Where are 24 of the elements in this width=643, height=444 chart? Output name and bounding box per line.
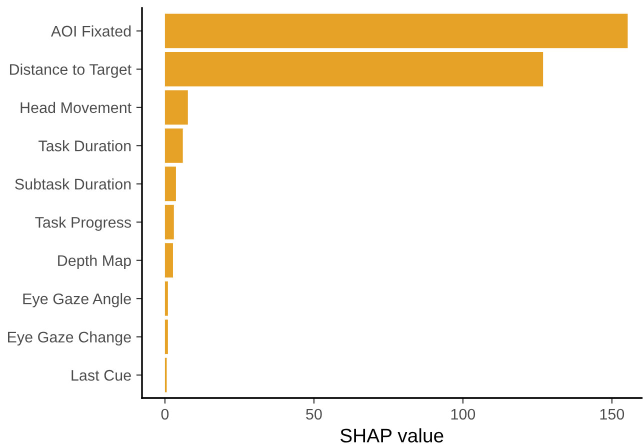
x-tick-label: 100 xyxy=(451,408,476,420)
y-tick-label: Subtask Duration xyxy=(15,178,131,190)
y-tick-label: Distance to Target xyxy=(10,64,132,78)
x-axis-title: SHAP value xyxy=(340,428,444,442)
y-tick-label: AOI Fixated xyxy=(50,25,131,37)
bar xyxy=(164,128,183,163)
bar xyxy=(164,320,168,354)
x-tick-label: 150 xyxy=(600,408,624,420)
bar xyxy=(164,14,628,48)
y-tick-label: Eye Gaze Change xyxy=(8,331,131,346)
bar xyxy=(164,90,188,125)
bar xyxy=(164,281,168,316)
y-tick-label: Head Movement xyxy=(20,102,132,114)
x-tick-label: 50 xyxy=(306,408,322,420)
bar xyxy=(164,52,544,86)
x-tick-label: 0 xyxy=(161,408,169,420)
bar xyxy=(164,204,174,240)
bar xyxy=(164,243,173,278)
y-tick-label: Last Cue xyxy=(72,370,131,381)
y-tick-label: Task Progress xyxy=(35,216,132,231)
y-tick-label: Task Duration xyxy=(38,140,131,152)
y-tick-label: Depth Map xyxy=(58,254,131,270)
bar xyxy=(164,166,176,202)
y-tick-label: Eye Gaze Angle xyxy=(23,293,131,308)
